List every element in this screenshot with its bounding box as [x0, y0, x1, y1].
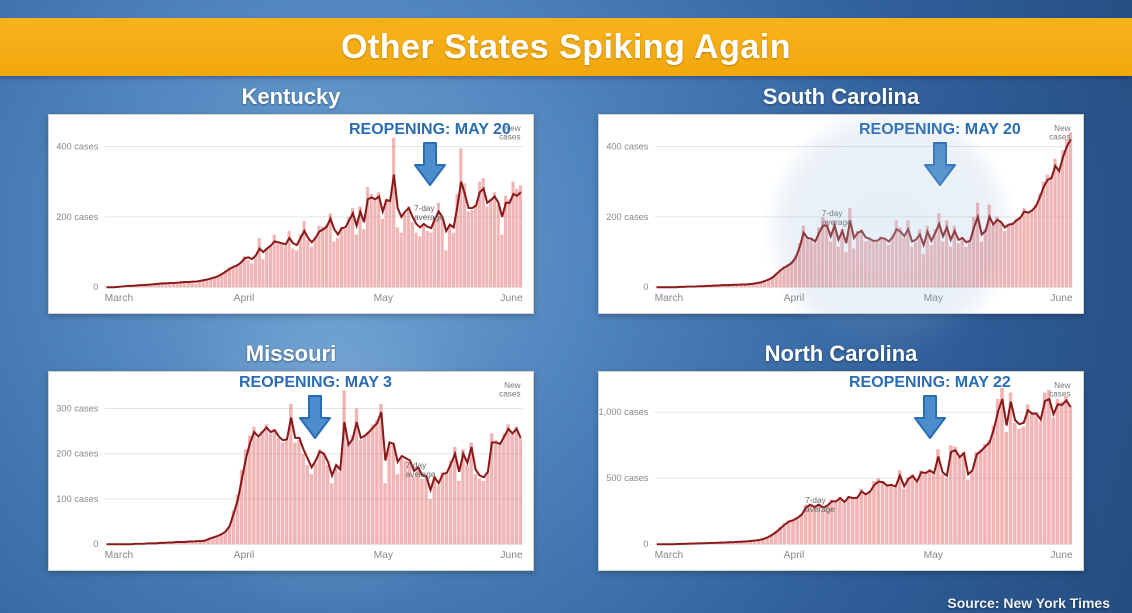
- svg-text:100 cases: 100 cases: [56, 494, 99, 504]
- svg-text:June: June: [500, 550, 523, 561]
- svg-text:April: April: [234, 550, 255, 561]
- svg-text:June: June: [1050, 550, 1073, 561]
- svg-text:7-day: 7-day: [822, 209, 844, 218]
- svg-text:New: New: [1054, 380, 1071, 389]
- svg-text:400 cases: 400 cases: [606, 142, 649, 152]
- panel-north-carolina: North Carolina 0 500 cases 1,000 cases March…: [598, 341, 1084, 594]
- headline-text: Other States Spiking Again: [341, 28, 791, 67]
- chart-svg: 0 500 cases 1,000 cases March April May June Ne…: [599, 372, 1083, 570]
- svg-text:March: March: [105, 293, 134, 304]
- panel-kentucky: Kentucky 0 200 cases 400 cases March April May…: [48, 84, 534, 337]
- panel-south-carolina: South Carolina 0 200 cases 400 cases March Ap…: [598, 84, 1084, 337]
- svg-text:May: May: [924, 550, 944, 561]
- svg-text:0: 0: [643, 539, 648, 549]
- svg-text:7-day: 7-day: [406, 461, 428, 470]
- svg-text:500 cases: 500 cases: [606, 473, 649, 483]
- svg-text:cases: cases: [499, 389, 521, 398]
- svg-text:0: 0: [643, 282, 648, 292]
- chart-card: 0 200 cases 400 cases March April May June Newc…: [598, 114, 1084, 314]
- headline-bar: Other States Spiking Again: [0, 18, 1132, 76]
- svg-text:cases: cases: [499, 133, 521, 142]
- svg-text:New: New: [504, 380, 521, 389]
- svg-text:200 cases: 200 cases: [56, 212, 99, 222]
- svg-text:May: May: [374, 293, 394, 304]
- svg-text:7-day: 7-day: [414, 204, 436, 213]
- chart-svg: 0 200 cases 400 cases March April May June Newc…: [599, 115, 1083, 313]
- svg-text:7-day: 7-day: [805, 496, 827, 505]
- chart-svg: 0 200 cases 400 cases March April May June Newc…: [49, 115, 533, 313]
- svg-text:June: June: [1050, 293, 1073, 304]
- svg-text:cases: cases: [1049, 133, 1071, 142]
- svg-text:March: March: [105, 550, 134, 561]
- svg-text:April: April: [234, 293, 255, 304]
- svg-text:200 cases: 200 cases: [56, 448, 99, 458]
- svg-text:200 cases: 200 cases: [606, 212, 649, 222]
- panel-title: Kentucky: [48, 84, 534, 110]
- svg-text:April: April: [784, 293, 805, 304]
- svg-text:400 cases: 400 cases: [56, 142, 99, 152]
- svg-text:average: average: [822, 218, 852, 227]
- panel-title: North Carolina: [598, 341, 1084, 367]
- svg-text:June: June: [500, 293, 523, 304]
- chart-grid: Kentucky 0 200 cases 400 cases March April May…: [48, 84, 1084, 593]
- svg-text:April: April: [784, 550, 805, 561]
- svg-text:March: March: [655, 550, 684, 561]
- chart-card: 0 100 cases 200 cases 300 cases March April Ma…: [48, 371, 534, 571]
- svg-text:May: May: [924, 293, 944, 304]
- source-attribution: Source: New York Times: [947, 595, 1110, 611]
- chart-card: 0 200 cases 400 cases March April May June Newc…: [48, 114, 534, 314]
- chart-card: 0 500 cases 1,000 cases March April May June Ne…: [598, 371, 1084, 571]
- panel-title: South Carolina: [598, 84, 1084, 110]
- svg-text:cases: cases: [1049, 389, 1071, 398]
- chart-svg: 0 100 cases 200 cases 300 cases March April Ma…: [49, 372, 533, 570]
- svg-text:1,000 cases: 1,000 cases: [599, 407, 649, 417]
- panel-missouri: Missouri 0 100 cases 200 cases 300 cases Marc…: [48, 341, 534, 594]
- svg-text:average: average: [805, 505, 835, 514]
- svg-text:300 cases: 300 cases: [56, 403, 99, 413]
- svg-text:0: 0: [93, 539, 98, 549]
- svg-text:0: 0: [93, 282, 98, 292]
- panel-title: Missouri: [48, 341, 534, 367]
- svg-text:March: March: [655, 293, 684, 304]
- svg-text:average: average: [414, 213, 444, 222]
- svg-text:New: New: [504, 124, 521, 133]
- svg-text:New: New: [1054, 124, 1071, 133]
- svg-text:May: May: [374, 550, 394, 561]
- svg-text:average: average: [406, 470, 436, 479]
